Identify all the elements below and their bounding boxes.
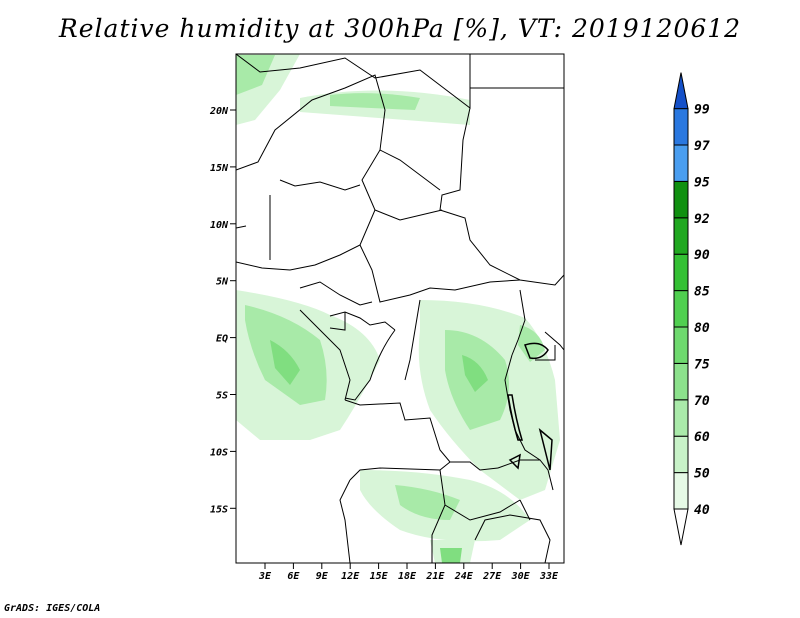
colorbar-segment	[673, 144, 689, 182]
lakes	[507, 342, 553, 471]
colorbar-segment	[673, 399, 689, 437]
colorbar-label: 70	[694, 394, 710, 409]
lat-label: 10N	[210, 220, 229, 231]
colorbar-label: 50	[694, 467, 710, 482]
lon-label: 6E	[287, 571, 300, 582]
colorbar-label: 85	[694, 285, 710, 300]
lon-label: 27E	[482, 571, 502, 582]
lon-label: 9E	[316, 571, 329, 582]
colorbar-label: 90	[694, 248, 710, 263]
colorbar-label: 40	[694, 503, 710, 518]
lon-label: 3E	[258, 571, 272, 582]
colorbar-segment	[673, 180, 689, 219]
lon-label: 21E	[425, 571, 445, 582]
lon-label: 30E	[511, 571, 531, 582]
grads-credit: GrADS: IGES/COLA	[4, 603, 101, 614]
colorbar-label: 95	[694, 175, 710, 190]
colorbar-label: 75	[694, 357, 710, 372]
colorbar-segment	[673, 326, 689, 364]
colorbar-segment	[673, 362, 689, 401]
latitude-axis: 20N 15N 10N 5N EQ 5S 10S 15S	[209, 106, 236, 515]
lat-label: 10S	[210, 447, 228, 458]
colorbar-segment	[673, 253, 689, 292]
map-frame	[235, 53, 565, 564]
lon-label: 12E	[341, 571, 360, 582]
lon-label: 18E	[398, 571, 417, 582]
colorbar-segment	[673, 472, 689, 510]
colorbar-label: 80	[694, 321, 710, 336]
lon-label: 33E	[539, 571, 559, 582]
lat-label: 20N	[209, 106, 229, 117]
humidity-shading	[236, 54, 560, 563]
colorbar-segment	[673, 217, 689, 255]
lat-label: 5S	[216, 391, 228, 402]
lon-label: 24E	[454, 571, 474, 582]
colorbar-label: 99	[694, 103, 710, 118]
colorbar: 40 50 60 70 75 80 85 90 92 95 97 99	[673, 72, 710, 546]
colorbar-segment	[673, 108, 689, 146]
lat-label: 15S	[210, 504, 228, 515]
colorbar-label: 97	[694, 139, 710, 154]
longitude-axis: 3E 6E 9E 12E 15E 18E 21E 24E 27E 30E 33E	[258, 563, 559, 582]
colorbar-label: 92	[694, 212, 710, 227]
colorbar-label: 60	[694, 430, 710, 445]
colorbar-segment	[673, 435, 689, 474]
lat-label: EQ	[216, 334, 228, 345]
lon-label: 15E	[370, 571, 389, 582]
colorbar-low-arrow	[673, 508, 689, 546]
country-borders	[236, 54, 564, 563]
colorbar-segment	[673, 290, 689, 328]
lat-label: 5N	[216, 277, 229, 288]
colorbar-high-arrow	[673, 72, 689, 110]
chart-title: Relative humidity at 300hPa [%], VT: 201…	[58, 14, 742, 43]
lat-label: 15N	[210, 163, 229, 174]
